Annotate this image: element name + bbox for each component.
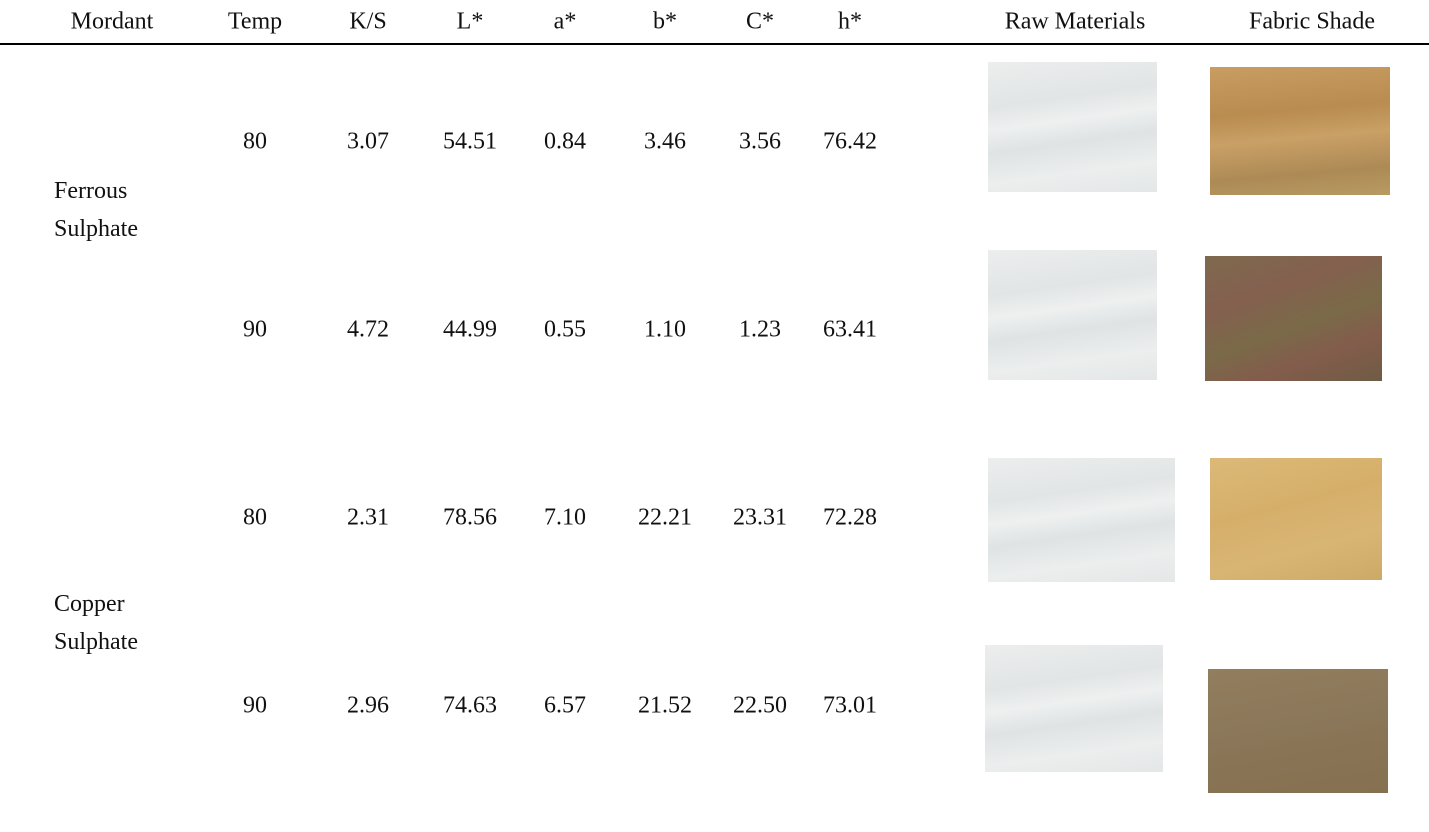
- column-header: b*: [653, 9, 677, 36]
- table-cell: 0.84: [544, 129, 586, 156]
- table-cell: 0.55: [544, 317, 586, 344]
- column-header: L*: [457, 9, 484, 36]
- table-cell: 21.52: [638, 693, 692, 720]
- table-cell: 63.41: [823, 317, 877, 344]
- table-cell: 4.72: [347, 317, 389, 344]
- fabric-swatch: [1210, 67, 1390, 195]
- table-cell: 7.10: [544, 505, 586, 532]
- table-cell: 2.31: [347, 505, 389, 532]
- table-cell: 44.99: [443, 317, 497, 344]
- table-cell: 22.50: [733, 693, 787, 720]
- column-header: C*: [746, 9, 774, 36]
- raw-swatch: [988, 458, 1175, 582]
- table-cell: 76.42: [823, 129, 877, 156]
- table-cell: 2.96: [347, 693, 389, 720]
- table-cell: 3.46: [644, 129, 686, 156]
- table-cell: 72.28: [823, 505, 877, 532]
- table-cell: 54.51: [443, 129, 497, 156]
- raw-swatch: [988, 250, 1157, 380]
- column-header: Temp: [228, 9, 282, 36]
- table-cell: 6.57: [544, 693, 586, 720]
- fabric-swatch: [1205, 256, 1382, 381]
- raw-swatch: [985, 645, 1163, 772]
- mordant-label: Copper Sulphate: [54, 585, 164, 661]
- table-cell: 74.63: [443, 693, 497, 720]
- fabric-swatch: [1208, 669, 1388, 793]
- page: Mordant Temp K/S L* a* b* C* h* Raw Materials Fab…: [0, 0, 1429, 832]
- mordant-label: Ferrous Sulphate: [54, 172, 164, 248]
- header-rule: [0, 43, 1429, 45]
- table-cell: 73.01: [823, 693, 877, 720]
- table-cell: 90: [243, 693, 267, 720]
- column-header: Mordant: [71, 9, 154, 36]
- table-cell: 90: [243, 317, 267, 344]
- column-header: Raw Materials: [1005, 9, 1146, 36]
- table-cell: 78.56: [443, 505, 497, 532]
- table-cell: 3.56: [739, 129, 781, 156]
- table-cell: 3.07: [347, 129, 389, 156]
- table-cell: 1.23: [739, 317, 781, 344]
- column-header: Fabric Shade: [1249, 9, 1375, 36]
- column-header: a*: [554, 9, 577, 36]
- table-cell: 22.21: [638, 505, 692, 532]
- table-cell: 23.31: [733, 505, 787, 532]
- column-header: h*: [838, 9, 862, 36]
- table-cell: 1.10: [644, 317, 686, 344]
- table-cell: 80: [243, 129, 267, 156]
- raw-swatch: [988, 62, 1157, 192]
- table-cell: 80: [243, 505, 267, 532]
- fabric-swatch: [1210, 458, 1382, 580]
- column-header: K/S: [349, 9, 386, 36]
